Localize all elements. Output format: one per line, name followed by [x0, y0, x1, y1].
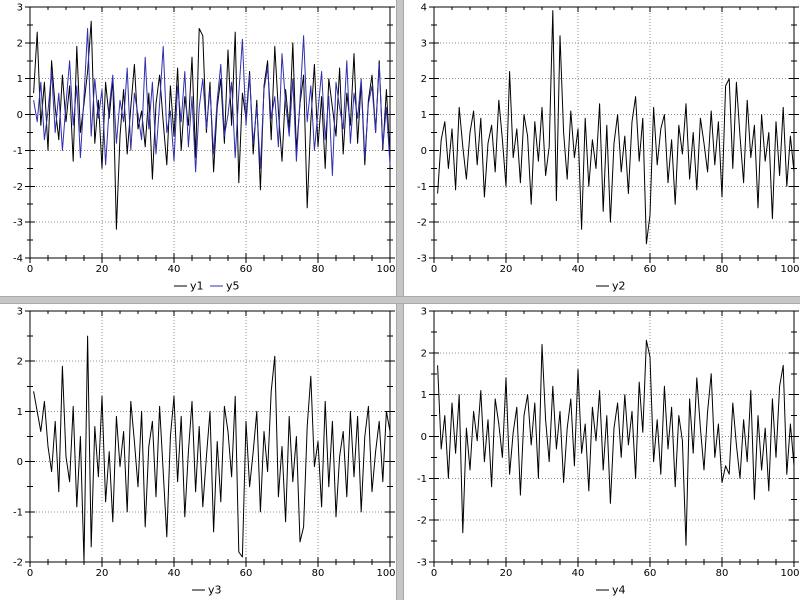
y-tick-label: 0	[17, 110, 23, 121]
y-tick-label: -1	[13, 146, 23, 157]
y-tick-label: -1	[13, 507, 23, 518]
y-tick-label: 3	[421, 307, 427, 318]
x-tick-label: 40	[572, 264, 585, 275]
y-tick-label: -2	[417, 516, 427, 527]
y-tick-label: 0	[421, 146, 427, 157]
x-tick-label: 100	[376, 568, 395, 579]
x-tick-label: 0	[431, 568, 437, 579]
legend-label-y1: y1	[190, 280, 204, 293]
x-tick-label: 60	[644, 264, 657, 275]
chart-panel-y1-y5: 0 20 40 60 80 100 -4 -3 -2 -1 0 1 2 3 y1 y5	[0, 0, 396, 296]
x-tick-label: 20	[500, 568, 513, 579]
chart-panel-y4: 0 20 40 60 80 100 -3 -2 -1 0 1 2 3 y4	[404, 304, 800, 600]
legend[interactable]: y4	[596, 584, 626, 597]
x-tick-label: 100	[780, 264, 799, 275]
legend-label-y3: y3	[208, 584, 222, 597]
y-tick-label: -1	[417, 182, 427, 193]
x-tick-label: 60	[240, 568, 253, 579]
x-tick-label: 20	[96, 264, 109, 275]
y-tick-label: 4	[421, 3, 427, 14]
y-tick-label: -3	[417, 558, 427, 569]
legend-label-y5: y5	[226, 280, 240, 293]
legend[interactable]: y3	[192, 584, 222, 597]
x-tick-label: 60	[240, 264, 253, 275]
x-tick-label: 0	[27, 568, 33, 579]
chart-panel-y2: 0 20 40 60 80 100 -3 -2 -1 0 1 2 3 4 y2	[404, 0, 800, 296]
y-tick-label: 3	[421, 38, 427, 49]
x-tick-label: 60	[644, 568, 657, 579]
x-tick-label: 100	[376, 264, 395, 275]
chart-canvas-y4[interactable]: 0 20 40 60 80 100 -3 -2 -1 0 1 2 3 y4	[404, 304, 800, 600]
chart-canvas-y1-y5[interactable]: 0 20 40 60 80 100 -4 -3 -2 -1 0 1 2 3 y1 y5	[0, 0, 396, 296]
y-tick-label: -1	[417, 474, 427, 485]
x-tick-label: 80	[716, 264, 729, 275]
horizontal-splitter[interactable]	[0, 296, 800, 304]
x-tick-label: 100	[780, 568, 799, 579]
legend-label-y2: y2	[612, 280, 626, 293]
chart-panel-y3: 0 20 40 60 80 100 -2 -1 0 1 2 3 y3	[0, 304, 396, 600]
x-tick-label: 40	[572, 568, 585, 579]
y-tick-label: 1	[421, 110, 427, 121]
y-tick-label: 0	[421, 432, 427, 443]
x-tick-label: 20	[500, 264, 513, 275]
x-tick-label: 20	[96, 568, 109, 579]
legend[interactable]: y2	[596, 280, 626, 293]
y-tick-label: -4	[13, 254, 23, 265]
x-tick-label: 40	[168, 264, 181, 275]
legend-label-y4: y4	[612, 584, 626, 597]
y-tick-label: 3	[17, 3, 23, 14]
chart-canvas-y2[interactable]: 0 20 40 60 80 100 -3 -2 -1 0 1 2 3 4 y2	[404, 0, 800, 296]
x-tick-label: 80	[312, 568, 325, 579]
series-y3-line	[33, 335, 391, 563]
y-tick-label: 2	[17, 357, 23, 368]
y-tick-label: 1	[17, 407, 23, 418]
x-tick-label: 0	[431, 264, 437, 275]
y-tick-label: 3	[17, 307, 23, 318]
series-y4-line	[437, 339, 795, 546]
y-tick-label: -2	[417, 218, 427, 229]
x-tick-label: 80	[716, 568, 729, 579]
y-tick-label: 2	[421, 348, 427, 359]
y-tick-label: -3	[13, 218, 23, 229]
y-tick-label: 1	[17, 74, 23, 85]
series-y5-line	[33, 28, 391, 176]
y-tick-label: 2	[17, 38, 23, 49]
y-tick-label: -2	[13, 182, 23, 193]
y-tick-label: -3	[417, 254, 427, 265]
plot-frame	[29, 310, 391, 563]
x-tick-label: 40	[168, 568, 181, 579]
y-tick-label: 1	[421, 390, 427, 401]
series-y2-line	[437, 10, 795, 245]
x-tick-label: 80	[312, 264, 325, 275]
y-tick-label: 2	[421, 74, 427, 85]
chart-canvas-y3[interactable]: 0 20 40 60 80 100 -2 -1 0 1 2 3 y3	[0, 304, 396, 600]
y-tick-label: -2	[13, 558, 23, 569]
legend[interactable]: y1 y5	[174, 280, 240, 293]
y-tick-label: 0	[17, 457, 23, 468]
x-tick-label: 0	[27, 264, 33, 275]
